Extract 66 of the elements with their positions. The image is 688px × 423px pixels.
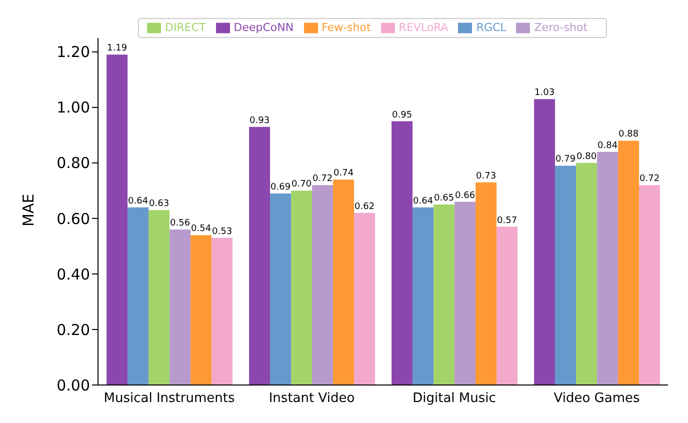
bar [597,152,618,385]
bar [106,54,128,385]
data-label: 0.66 [455,190,476,201]
x-tick-label: Video Games [554,391,640,406]
bar [333,180,354,385]
bar [148,210,170,385]
data-label: 1.03 [534,88,555,98]
bar [392,121,413,385]
data-label: 0.80 [576,152,597,162]
data-label: 0.56 [170,218,190,229]
legend-label: RGCL [476,21,506,34]
bar [576,162,598,385]
legend-label: DIRECT [165,21,206,34]
bar [454,202,476,385]
data-label: 0.57 [497,216,518,226]
legend-label: Zero-shot [534,21,588,34]
x-tick-label: Digital Music [412,391,496,406]
y-tick-label: 0.00 [56,376,90,394]
bar [555,166,576,385]
bar [476,182,497,385]
data-label: 0.54 [191,224,212,234]
y-tick-label: 0.20 [56,320,90,339]
bar [170,230,191,385]
data-label: 0.53 [212,226,232,237]
data-label: 0.64 [128,196,148,206]
data-label: 0.73 [476,171,496,182]
bar [190,235,212,385]
x-tick-label: Musical Instruments [104,391,235,406]
bar [354,212,376,385]
y-tick-label: 0.40 [56,265,90,284]
bar [270,193,292,385]
bar [412,207,434,385]
y-tick-label: 0.80 [56,154,90,172]
bar [312,185,334,385]
bar [249,126,270,385]
data-label: 1.19 [107,44,128,54]
bar [212,238,233,385]
data-label: 0.72 [640,174,660,184]
y-tick-label: 1.20 [56,43,90,62]
data-label: 0.93 [250,116,270,126]
data-label: 0.65 [434,194,454,204]
bar [291,190,312,385]
bar [618,140,640,385]
data-label: 0.62 [354,202,375,212]
data-label: 0.63 [149,199,170,210]
x-tick-label: Instant Video [268,391,355,406]
y-tick-label: 1.00 [56,98,90,117]
data-label: 0.79 [556,154,576,165]
legend-label: Few-shot [322,21,371,34]
legend-label: DeepCoNN [234,21,294,34]
legend-label: REVLoRA [398,21,448,34]
data-label: 0.88 [618,130,639,140]
data-label: 0.74 [334,168,354,179]
data-label: 0.70 [292,180,312,190]
data-label: 0.72 [312,174,333,184]
y-tick-label: 0.60 [56,210,90,228]
bar [434,204,455,385]
bar [496,226,518,385]
y-axis-title: MAE [19,194,38,226]
bar [128,207,149,385]
data-label: 0.69 [270,182,291,192]
bar [534,99,556,385]
data-label: 0.95 [392,110,412,120]
data-label: 0.84 [598,140,618,151]
data-label: 0.64 [413,196,434,206]
bar [639,185,660,385]
